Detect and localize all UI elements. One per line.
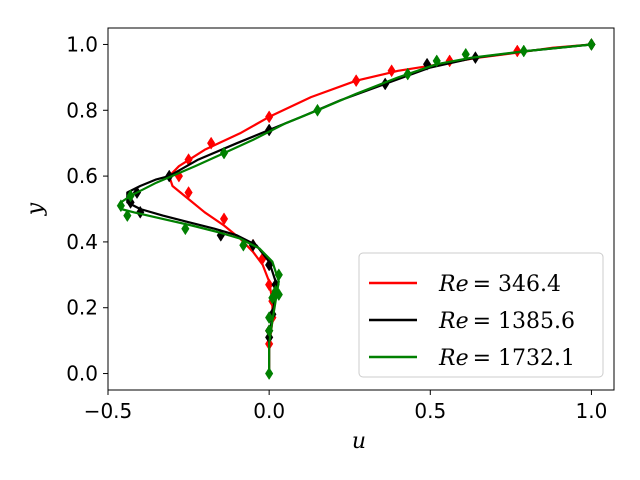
legend-frame <box>358 252 604 378</box>
x-tick-label: −0.5 <box>84 399 133 423</box>
data-point <box>265 324 274 338</box>
legend-label: Re = 1385.6 <box>438 309 575 334</box>
data-point <box>136 205 145 219</box>
data-point <box>239 238 248 252</box>
data-point <box>519 44 528 58</box>
legend-entry: Re = 346.4 <box>369 272 561 297</box>
data-point <box>265 311 274 325</box>
data-point <box>387 64 396 78</box>
y-tick-label: 0.6 <box>66 164 98 188</box>
data-point <box>274 268 283 282</box>
y-tick-label: 0.4 <box>66 230 98 254</box>
data-point <box>265 110 274 124</box>
data-point <box>126 195 135 209</box>
y-axis-label: y <box>23 202 48 216</box>
x-tick-label: 0.5 <box>414 399 446 423</box>
data-point <box>432 54 441 68</box>
data-point <box>271 284 280 298</box>
data-point <box>352 74 361 88</box>
data-point <box>116 199 125 213</box>
x-axis-ticks: −0.5 0.0 0.5 1.0 <box>84 390 608 423</box>
y-tick-label: 0.8 <box>66 98 98 122</box>
legend: Re = 346.4 Re = 1385.6 Re = 1732.1 <box>358 252 604 378</box>
data-point <box>587 37 596 51</box>
data-point <box>265 367 274 381</box>
data-point <box>265 278 274 292</box>
y-tick-label: 0.0 <box>66 362 98 386</box>
x-tick-label: 1.0 <box>576 399 608 423</box>
data-point <box>184 186 193 200</box>
data-point <box>181 222 190 236</box>
data-point <box>313 103 322 117</box>
legend-label: Re = 1732.1 <box>438 346 575 371</box>
data-point <box>126 189 135 203</box>
y-tick-label: 0.2 <box>66 296 98 320</box>
x-axis-label: u <box>352 429 366 454</box>
data-point <box>219 146 229 160</box>
data-point <box>219 212 229 226</box>
series-3 <box>116 37 596 381</box>
data-point <box>403 67 412 81</box>
data-point <box>123 209 132 223</box>
plot-frame <box>107 27 615 391</box>
x-tick-label: 0.0 <box>253 399 285 423</box>
legend-entry: Re = 1385.6 <box>369 309 575 334</box>
y-axis-ticks: 0.0 0.2 0.4 0.6 0.8 1.0 <box>66 32 108 386</box>
y-tick-label: 1.0 <box>66 32 98 56</box>
legend-entry: Re = 1732.1 <box>369 346 575 371</box>
legend-label: Re = 346.4 <box>438 272 561 297</box>
data-point <box>513 44 522 58</box>
series-layer <box>116 37 596 381</box>
data-point <box>207 136 216 150</box>
data-point <box>461 47 470 61</box>
